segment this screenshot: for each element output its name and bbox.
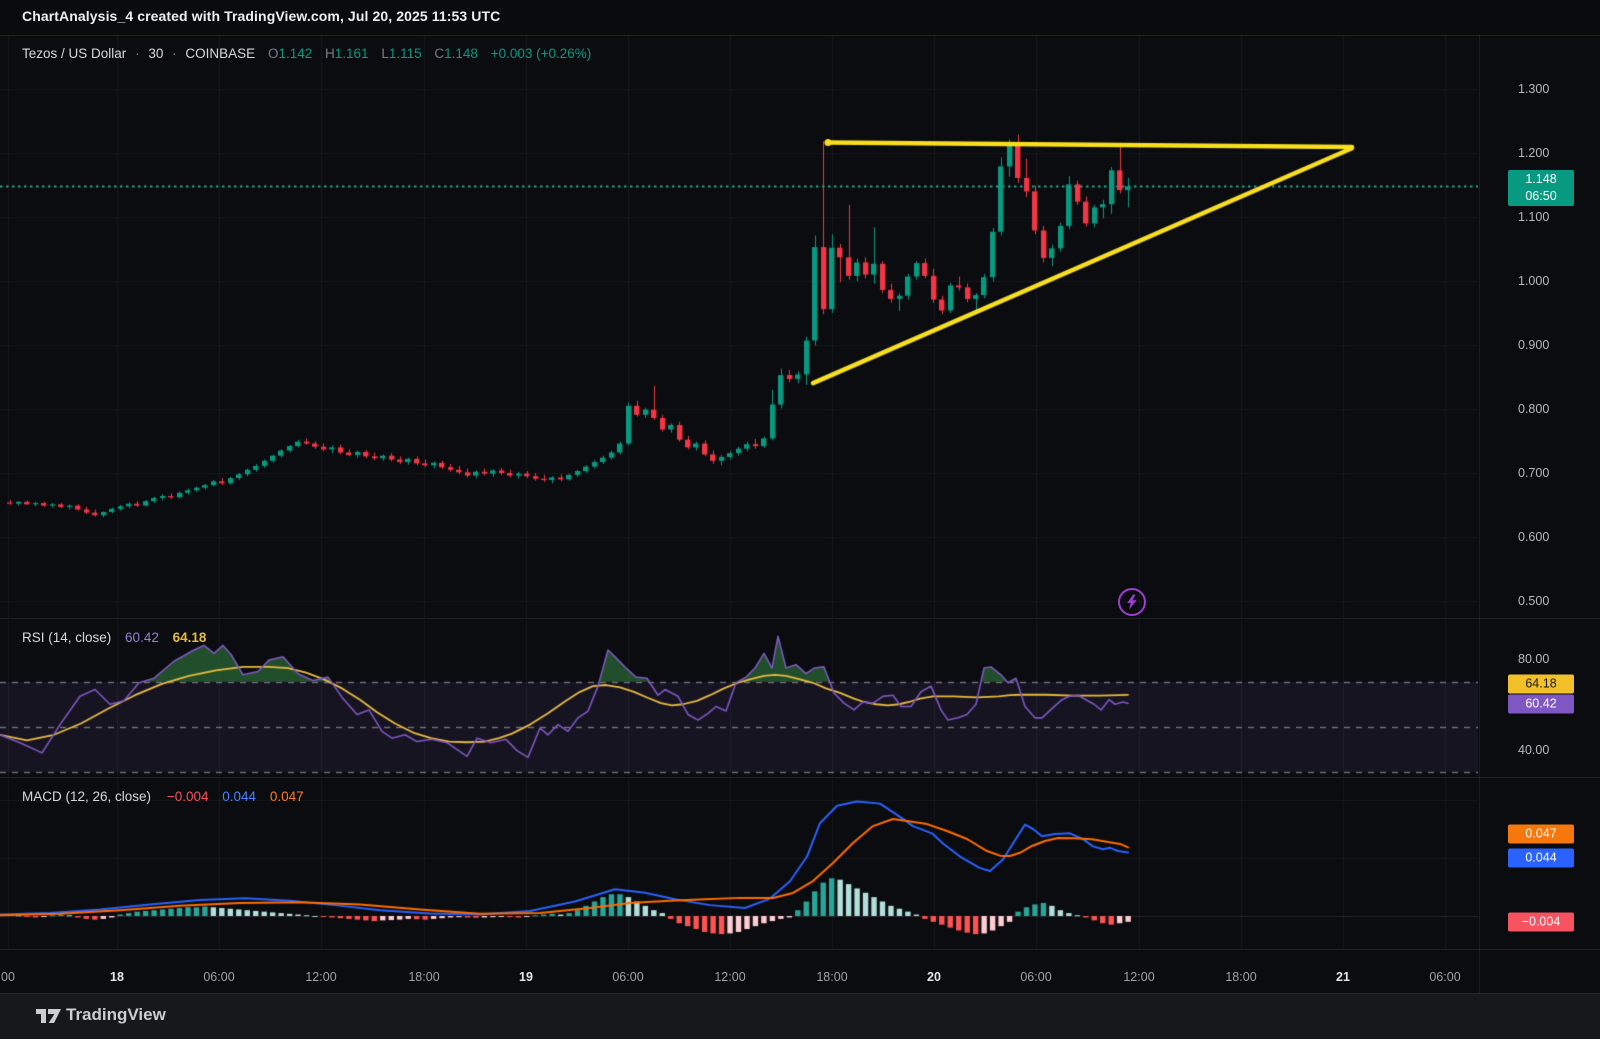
time-tick-label: 18:00 xyxy=(1225,970,1257,984)
exchange-label: COINBASE xyxy=(185,46,256,61)
time-tick-label: 20 xyxy=(927,970,941,984)
price-tick-label: 1.300 xyxy=(1518,82,1550,96)
time-tick-label: 21 xyxy=(1336,970,1350,984)
rsi-label[interactable]: RSI (14, close) xyxy=(22,630,112,645)
macd-hist-value: −0.004 xyxy=(166,789,209,804)
time-tick-label: 06:00 xyxy=(612,970,644,984)
tradingview-brand-text[interactable]: TradingView xyxy=(66,1005,166,1024)
main-price-chart[interactable] xyxy=(0,35,1478,618)
interval-label[interactable]: 30 xyxy=(148,46,164,61)
header-bar: ChartAnalysis_4 created with TradingView… xyxy=(0,0,1600,36)
panel-separator[interactable] xyxy=(0,618,1600,619)
rsi-tick-label: 40.00 xyxy=(1518,743,1550,757)
axis-value-badge: 0.044 xyxy=(1508,848,1574,868)
open-value: 1.142 xyxy=(278,46,313,61)
rsi-indicator-panel[interactable] xyxy=(0,620,1478,777)
macd-line-value: 0.044 xyxy=(222,789,257,804)
symbol-name[interactable]: Tezos / US Dollar xyxy=(22,46,127,61)
time-tick-label: 00 xyxy=(1,970,15,984)
symbol-legend[interactable]: Tezos / US Dollar · 30 · COINBASE O1.142… xyxy=(22,46,591,61)
time-axis-border xyxy=(0,949,1600,950)
time-tick-label: 12:00 xyxy=(714,970,746,984)
rsi-line-value: 60.42 xyxy=(125,630,159,645)
axis-value-badge: 0.047 xyxy=(1508,824,1574,844)
rsi-ma-value: 64.18 xyxy=(172,630,207,645)
macd-signal-value: 0.047 xyxy=(269,789,304,804)
open-key: O xyxy=(267,46,279,61)
tradingview-logo-icon[interactable] xyxy=(36,1004,62,1033)
price-axis-border xyxy=(1479,35,1480,993)
macd-label[interactable]: MACD (12, 26, close) xyxy=(22,789,152,804)
high-key: H xyxy=(325,46,335,61)
low-key: L xyxy=(381,46,389,61)
separator-dot: · xyxy=(135,46,140,61)
price-tick-label: 0.600 xyxy=(1518,530,1550,544)
axis-value-badge: −0.004 xyxy=(1508,912,1574,932)
time-tick-label: 12:00 xyxy=(1123,970,1155,984)
separator-dot: · xyxy=(172,46,177,61)
time-tick-label: 06:00 xyxy=(1429,970,1461,984)
time-tick-label: 06:00 xyxy=(1020,970,1052,984)
price-tick-label: 1.200 xyxy=(1518,146,1550,160)
close-key: C xyxy=(434,46,445,61)
panel-separator[interactable] xyxy=(0,777,1600,778)
time-tick-label: 18:00 xyxy=(816,970,848,984)
time-tick-label: 18:00 xyxy=(408,970,440,984)
time-tick-label: 19 xyxy=(519,970,533,984)
rsi-legend[interactable]: RSI (14, close) 60.42 64.18 xyxy=(22,630,206,645)
price-tick-label: 0.500 xyxy=(1518,594,1550,608)
close-value: 1.148 xyxy=(444,46,478,61)
price-tick-label: 0.800 xyxy=(1518,402,1550,416)
axis-value-badge: 60.42 xyxy=(1508,694,1574,714)
page-title: ChartAnalysis_4 created with TradingView… xyxy=(22,8,501,24)
time-tick-label: 18 xyxy=(110,970,124,984)
price-tick-label: 1.000 xyxy=(1518,274,1550,288)
change-value: +0.003 (+0.26%) xyxy=(490,46,592,61)
lightning-icon[interactable] xyxy=(1118,588,1146,616)
price-tick-label: 0.900 xyxy=(1518,338,1550,352)
high-value: 1.161 xyxy=(334,46,369,61)
axis-value-badge: 1.148 06:50 xyxy=(1508,170,1574,206)
price-tick-label: 1.100 xyxy=(1518,210,1550,224)
macd-legend[interactable]: MACD (12, 26, close) −0.004 0.044 0.047 xyxy=(22,789,304,804)
low-value: 1.115 xyxy=(388,46,422,61)
time-tick-label: 06:00 xyxy=(203,970,235,984)
time-tick-label: 12:00 xyxy=(305,970,337,984)
axis-value-badge: 64.18 xyxy=(1508,674,1574,694)
macd-indicator-panel[interactable] xyxy=(0,779,1478,949)
footer-bar: TradingView xyxy=(0,993,1600,1039)
price-tick-label: 0.700 xyxy=(1518,466,1550,480)
rsi-tick-label: 80.00 xyxy=(1518,652,1550,666)
